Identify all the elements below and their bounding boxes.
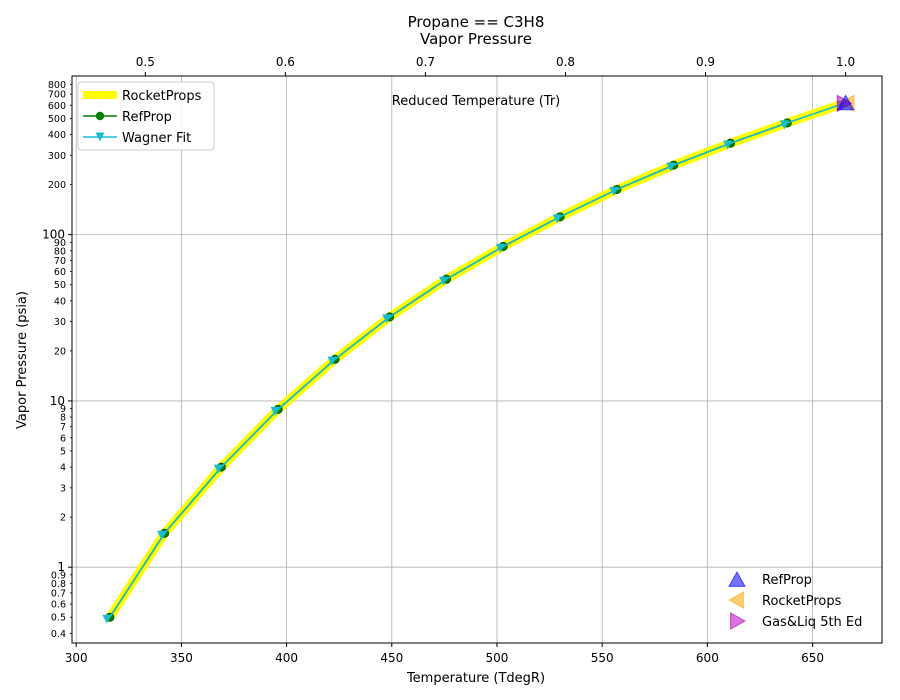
legend-cp-refprop-label: RefProp — [762, 573, 812, 588]
legend-cp-rocketprops-marker — [727, 591, 744, 609]
x-tick-label: 550 — [591, 651, 614, 665]
legend-rocketprops-label: RocketProps — [122, 89, 202, 104]
y-minor-tick-label: 70 — [54, 256, 66, 267]
wagner-fit-point — [609, 186, 619, 196]
x-tick-label: 600 — [696, 651, 719, 665]
legend-cp-gasliq-label: Gas&Liq 5th Ed — [762, 615, 862, 630]
x-tick-label: 500 — [486, 651, 509, 665]
rocketprops-line — [105, 98, 849, 622]
legend-refprop-marker — [95, 111, 105, 121]
x-tick-label: 400 — [275, 651, 298, 665]
secondary-x-axis-label: Reduced Temperature (Tr) — [392, 94, 560, 109]
legend-cp-gasliq-marker — [730, 612, 747, 630]
y-minor-tick-label: 0.8 — [51, 579, 66, 590]
series-layer — [102, 94, 855, 624]
wagner-fit-point — [779, 120, 789, 130]
y-minor-tick-label: 8 — [60, 413, 66, 424]
y-minor-tick-label: 6 — [60, 433, 66, 444]
y-minor-tick-label: 9 — [60, 404, 66, 415]
y-minor-tick-label: 20 — [54, 346, 66, 357]
wagner-fit-point — [438, 276, 448, 286]
y-minor-tick-label: 600 — [48, 101, 66, 112]
y-minor-tick-label: 50 — [54, 280, 66, 291]
x-tick-label: 350 — [170, 651, 193, 665]
x2-tick-label: 1.0 — [836, 55, 855, 69]
grid-layer — [72, 76, 882, 643]
wagner-fit-point — [102, 614, 112, 624]
y-minor-tick-label: 0.5 — [51, 613, 66, 624]
legend-lower: RefProp RocketProps Gas&Liq 5th Ed — [727, 570, 862, 630]
y-minor-tick-label: 800 — [48, 80, 66, 91]
y-minor-tick-label: 60 — [54, 267, 66, 278]
wagner-fit-point — [723, 140, 733, 150]
wagner-fit-point — [213, 464, 223, 474]
y-tick-label: 10 — [50, 394, 65, 408]
x-tick-label: 650 — [801, 651, 824, 665]
x-axis-label: Temperature (TdegR) — [406, 671, 545, 686]
wagner-fit-point — [495, 243, 505, 253]
x-tick-label: 300 — [65, 651, 88, 665]
wagner-fit-point — [382, 314, 392, 324]
wagner-fit-point — [666, 162, 676, 172]
chart-title-line1: Propane == C3H8 — [408, 13, 545, 31]
refprop-line — [109, 122, 788, 618]
wagner-fit-point — [157, 530, 167, 540]
y-minor-tick-label: 200 — [48, 180, 66, 191]
plot-frame — [71, 75, 883, 644]
y-minor-tick-label: 4 — [60, 463, 66, 474]
y-minor-tick-label: 0.9 — [51, 570, 66, 581]
wagner-fit-point — [327, 356, 337, 366]
y-minor-tick-label: 0.6 — [51, 600, 66, 611]
y-minor-tick-label: 7 — [60, 422, 66, 433]
y-minor-tick-label: 80 — [54, 246, 66, 257]
y-minor-tick-label: 90 — [54, 238, 66, 249]
chart-title-line2: Vapor Pressure — [420, 30, 532, 48]
y-minor-tick-label: 0.4 — [51, 629, 66, 640]
x2-tick-label: 0.6 — [276, 55, 295, 69]
wagner-fit-point — [270, 406, 280, 416]
legend-wagner-marker — [95, 132, 105, 142]
legend-cp-refprop-marker — [728, 570, 746, 587]
legend-refprop-label: RefProp — [122, 110, 172, 125]
wagner-fit-point — [552, 214, 562, 224]
y-minor-tick-label: 500 — [48, 114, 66, 125]
legend-cp-rocketprops-label: RocketProps — [762, 594, 842, 609]
x2-tick-label: 0.7 — [416, 55, 435, 69]
y-minor-tick-label: 0.7 — [51, 588, 66, 599]
y-minor-tick-label: 700 — [48, 90, 66, 101]
y-tick-label: 1 — [57, 560, 65, 574]
x2-tick-label: 0.5 — [136, 55, 155, 69]
x-tick-label: 450 — [380, 651, 403, 665]
x2-tick-label: 0.9 — [696, 55, 715, 69]
y-minor-tick-label: 3 — [60, 483, 66, 494]
y-minor-tick-label: 5 — [60, 446, 66, 457]
legend-upper: RocketProps RefProp Wagner Fit — [77, 81, 215, 151]
y-minor-tick-label: 30 — [54, 317, 66, 328]
legend-wagner-label: Wagner Fit — [122, 131, 191, 146]
y-minor-tick-label: 300 — [48, 151, 66, 162]
y-minor-tick-label: 2 — [60, 513, 66, 524]
x2-tick-label: 0.8 — [556, 55, 575, 69]
y-minor-tick-label: 40 — [54, 296, 66, 307]
critical-point-refprop — [836, 94, 855, 111]
y-tick-label: 100 — [42, 228, 65, 242]
wagner-fit-line — [109, 102, 845, 618]
y-axis-label: Vapor Pressure (psia) — [15, 291, 30, 429]
y-minor-tick-label: 400 — [48, 130, 66, 141]
